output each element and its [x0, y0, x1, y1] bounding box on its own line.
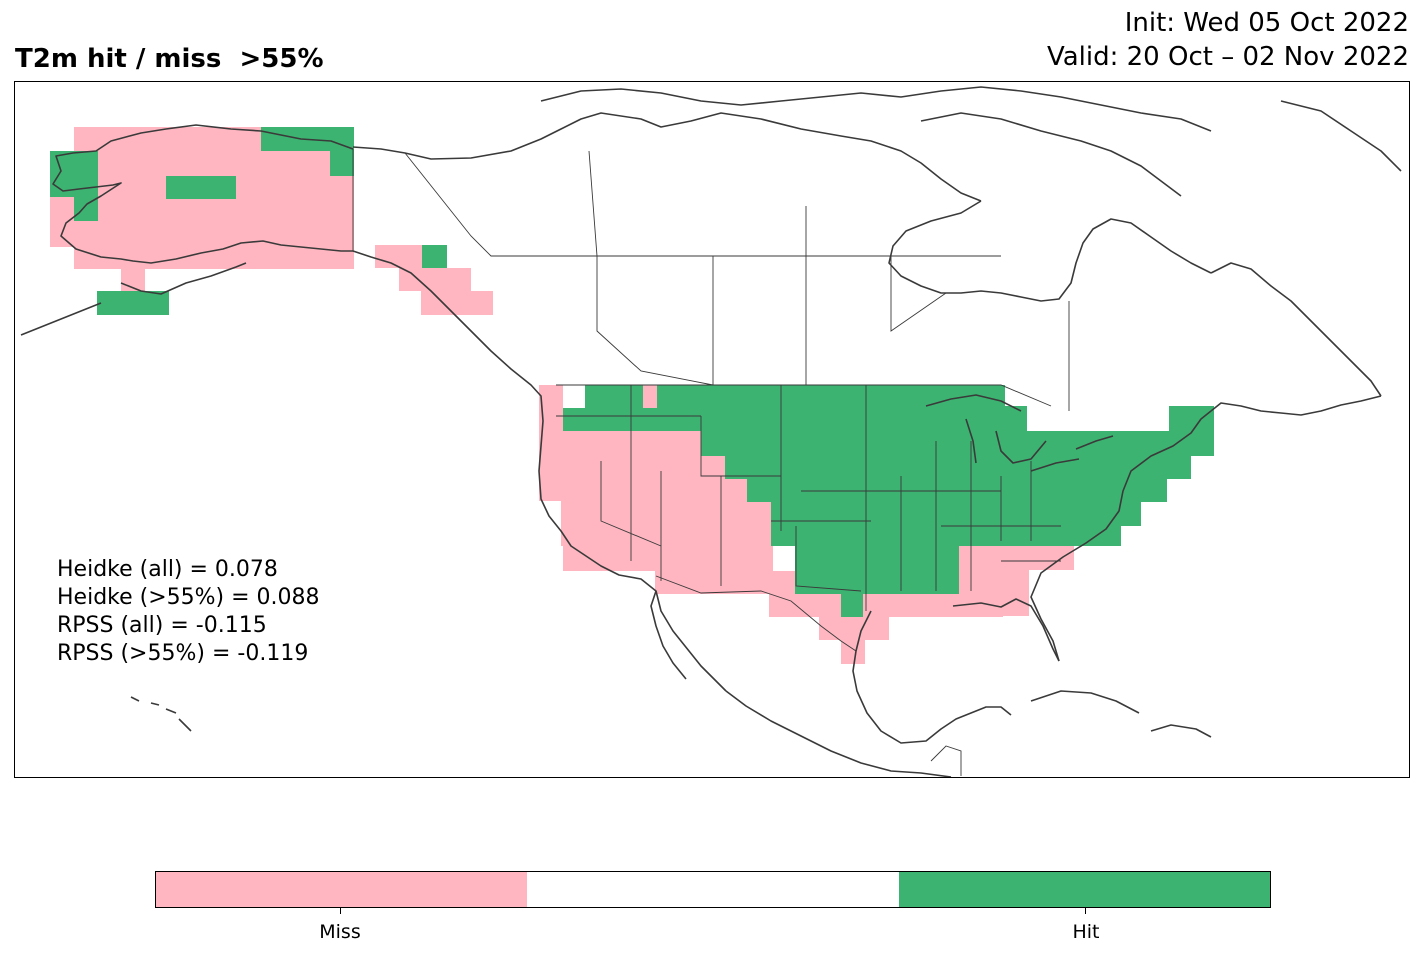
hudson-bay: [888, 200, 1212, 302]
map-title: T2m hit / miss >55%: [15, 44, 324, 74]
labrador-coast: [1210, 262, 1382, 397]
canada-us-border: [352, 149, 1052, 407]
hit-cell: [330, 151, 354, 176]
rpss-all-score: RPSS (all) = -0.115: [57, 613, 267, 638]
hit-cell: [771, 501, 1141, 526]
hit-cell: [97, 291, 169, 315]
arctic-coastline: [352, 112, 982, 202]
hit-cell: [701, 431, 1029, 456]
miss-cell: [863, 594, 1003, 617]
arctic-islands: [540, 86, 1402, 197]
hit-cell: [1005, 406, 1027, 431]
init-date: Init: Wed 05 Oct 2022: [1124, 8, 1409, 38]
colorbar: [155, 871, 1271, 908]
canadian-provinces: [588, 150, 1070, 411]
colorbar-tick-hit: [1085, 908, 1086, 914]
hit-cell: [166, 176, 236, 199]
miss-cell: [539, 385, 563, 501]
hit-cell: [585, 385, 633, 410]
mexico-pacific-coast: [725, 690, 952, 777]
hawaii-islands: [130, 696, 192, 732]
colorbar-label-miss: Miss: [319, 921, 361, 943]
baja-california: [650, 590, 687, 680]
us-mexico-border: [655, 575, 857, 652]
colorbar-tick-miss: [340, 908, 341, 914]
hit-cell: [1031, 526, 1079, 546]
miss-cell: [655, 571, 797, 594]
colorbar-miss-segment: [156, 872, 528, 907]
miss-cell: [399, 268, 471, 291]
aleutian-chain: [20, 262, 247, 336]
hit-cell: [1169, 456, 1191, 479]
skill-scores: Heidke (all) = 0.078 Heidke (>55%) = 0.0…: [57, 556, 320, 668]
hit-cell: [725, 456, 1169, 479]
cuba: [1030, 690, 1140, 714]
pacific-coastline: [352, 250, 727, 692]
hit-cell: [795, 571, 959, 594]
gulf-of-mexico-coast: [852, 598, 1060, 744]
map-frame: [14, 81, 1410, 778]
gulf-st-lawrence: [1210, 395, 1382, 416]
us-east-coast: [1030, 410, 1212, 662]
miss-cell: [643, 385, 657, 409]
hit-cell: [841, 594, 863, 617]
miss-cell: [421, 291, 493, 315]
miss-cell: [585, 546, 655, 571]
hit-cell: [74, 197, 98, 221]
great-lakes: [925, 394, 1114, 472]
hispaniola: [1150, 724, 1212, 738]
central-america-borders: [930, 745, 962, 776]
colorbar-neutral-segment: [527, 872, 899, 907]
hit-cell: [633, 408, 1003, 431]
colorbar-hit-segment: [898, 872, 1270, 907]
map-canvas: [20, 86, 1402, 777]
colorbar-label-hit: Hit: [1072, 921, 1100, 943]
hit-cell: [747, 479, 1167, 502]
rpss-55-score: RPSS (>55%) = -0.119: [57, 641, 309, 666]
boundaries: [20, 86, 1402, 777]
hit-cell: [563, 408, 633, 431]
valid-period: Valid: 20 Oct – 02 Nov 2022: [1046, 42, 1409, 72]
heidke-55-score: Heidke (>55%) = 0.088: [57, 585, 320, 610]
hit-cell: [422, 245, 447, 268]
heidke-all-score: Heidke (all) = 0.078: [57, 557, 278, 582]
hit-cell: [795, 546, 959, 571]
alaska-coastline: [52, 124, 354, 264]
us-state-lines: [556, 385, 1061, 611]
miss-cell: [701, 456, 725, 476]
